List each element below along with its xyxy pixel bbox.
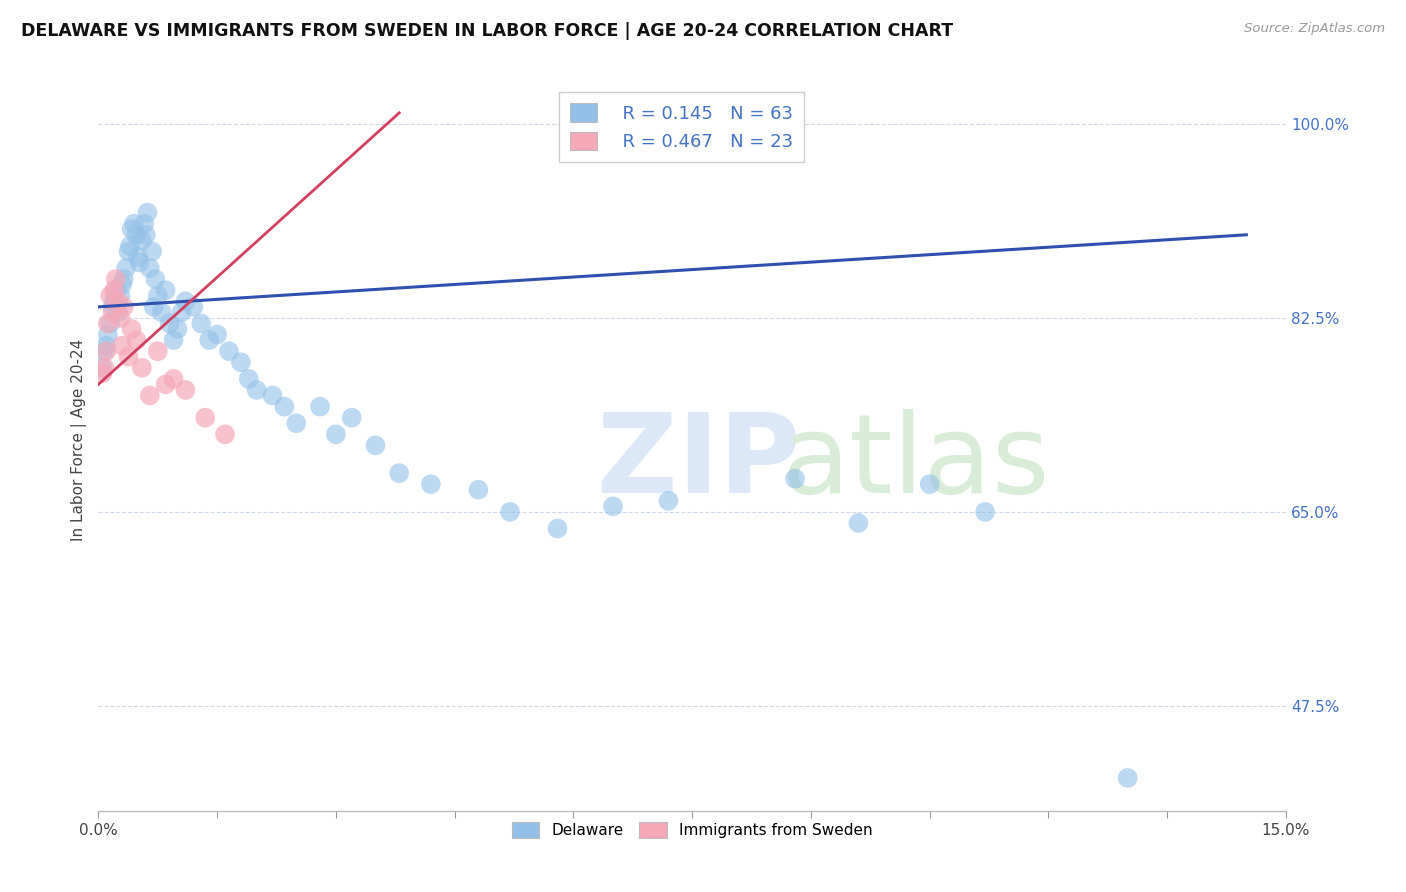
Point xyxy=(136,205,159,219)
Point xyxy=(198,333,221,347)
Point xyxy=(107,305,129,319)
Point xyxy=(162,372,184,386)
Text: atlas: atlas xyxy=(782,409,1050,516)
Point xyxy=(238,372,260,386)
Point xyxy=(918,477,941,491)
Point xyxy=(205,327,228,342)
Point xyxy=(364,438,387,452)
Point xyxy=(110,289,132,303)
Point xyxy=(150,305,173,319)
Y-axis label: In Labor Force | Age 20-24: In Labor Force | Age 20-24 xyxy=(72,339,87,541)
Point xyxy=(98,289,121,303)
Point xyxy=(183,300,205,314)
Point xyxy=(97,327,120,342)
Point xyxy=(131,360,153,375)
Point xyxy=(96,338,118,352)
Text: DELAWARE VS IMMIGRANTS FROM SWEDEN IN LABOR FORCE | AGE 20-24 CORRELATION CHART: DELAWARE VS IMMIGRANTS FROM SWEDEN IN LA… xyxy=(21,22,953,40)
Text: Source: ZipAtlas.com: Source: ZipAtlas.com xyxy=(1244,22,1385,36)
Point xyxy=(141,244,163,259)
Point xyxy=(112,272,135,286)
Point xyxy=(104,283,127,297)
Point xyxy=(170,305,193,319)
Point xyxy=(419,477,441,491)
Point xyxy=(117,244,139,259)
Point xyxy=(115,260,138,275)
Point xyxy=(122,217,145,231)
Point xyxy=(121,322,143,336)
Point xyxy=(111,338,134,352)
Point xyxy=(118,239,141,253)
Point xyxy=(602,500,624,514)
Point xyxy=(309,400,332,414)
Point xyxy=(135,227,157,242)
Point xyxy=(101,305,124,319)
Point xyxy=(93,360,115,375)
Point xyxy=(127,250,149,264)
Point xyxy=(103,283,125,297)
Legend: Delaware, Immigrants from Sweden: Delaware, Immigrants from Sweden xyxy=(506,816,879,845)
Point xyxy=(96,344,118,359)
Point xyxy=(166,322,188,336)
Point xyxy=(214,427,236,442)
Point xyxy=(194,410,217,425)
Point xyxy=(104,272,127,286)
Point xyxy=(91,360,114,375)
Point xyxy=(190,317,212,331)
Point xyxy=(325,427,347,442)
Point xyxy=(142,300,165,314)
Point xyxy=(146,289,169,303)
Point xyxy=(155,283,177,297)
Point xyxy=(547,522,569,536)
Point xyxy=(1116,771,1139,785)
Point xyxy=(91,367,114,381)
Point xyxy=(112,300,135,314)
Point xyxy=(93,344,115,359)
Point xyxy=(974,505,997,519)
Point xyxy=(159,317,181,331)
Point xyxy=(121,222,143,236)
Point xyxy=(467,483,489,497)
Point xyxy=(262,388,284,402)
Point xyxy=(246,383,269,397)
Point xyxy=(783,472,806,486)
Point xyxy=(155,377,177,392)
Point xyxy=(218,344,240,359)
Point xyxy=(146,344,169,359)
Point xyxy=(98,317,121,331)
Point xyxy=(229,355,252,369)
Point xyxy=(97,317,120,331)
Point xyxy=(162,333,184,347)
Point xyxy=(103,294,125,309)
Point xyxy=(273,400,295,414)
Point xyxy=(174,294,197,309)
Point xyxy=(388,466,411,480)
Point xyxy=(125,333,148,347)
Point xyxy=(340,410,363,425)
Point xyxy=(499,505,522,519)
Point xyxy=(111,277,134,292)
Point xyxy=(110,310,132,325)
Text: ZIP: ZIP xyxy=(598,409,800,516)
Point xyxy=(117,350,139,364)
Point xyxy=(139,388,162,402)
Point xyxy=(125,227,148,242)
Point xyxy=(285,416,308,430)
Point xyxy=(143,272,166,286)
Point xyxy=(848,516,870,530)
Point xyxy=(657,493,679,508)
Point xyxy=(131,233,153,247)
Point xyxy=(128,255,150,269)
Point xyxy=(107,294,129,309)
Point xyxy=(134,217,156,231)
Point xyxy=(101,300,124,314)
Point xyxy=(174,383,197,397)
Point xyxy=(139,260,162,275)
